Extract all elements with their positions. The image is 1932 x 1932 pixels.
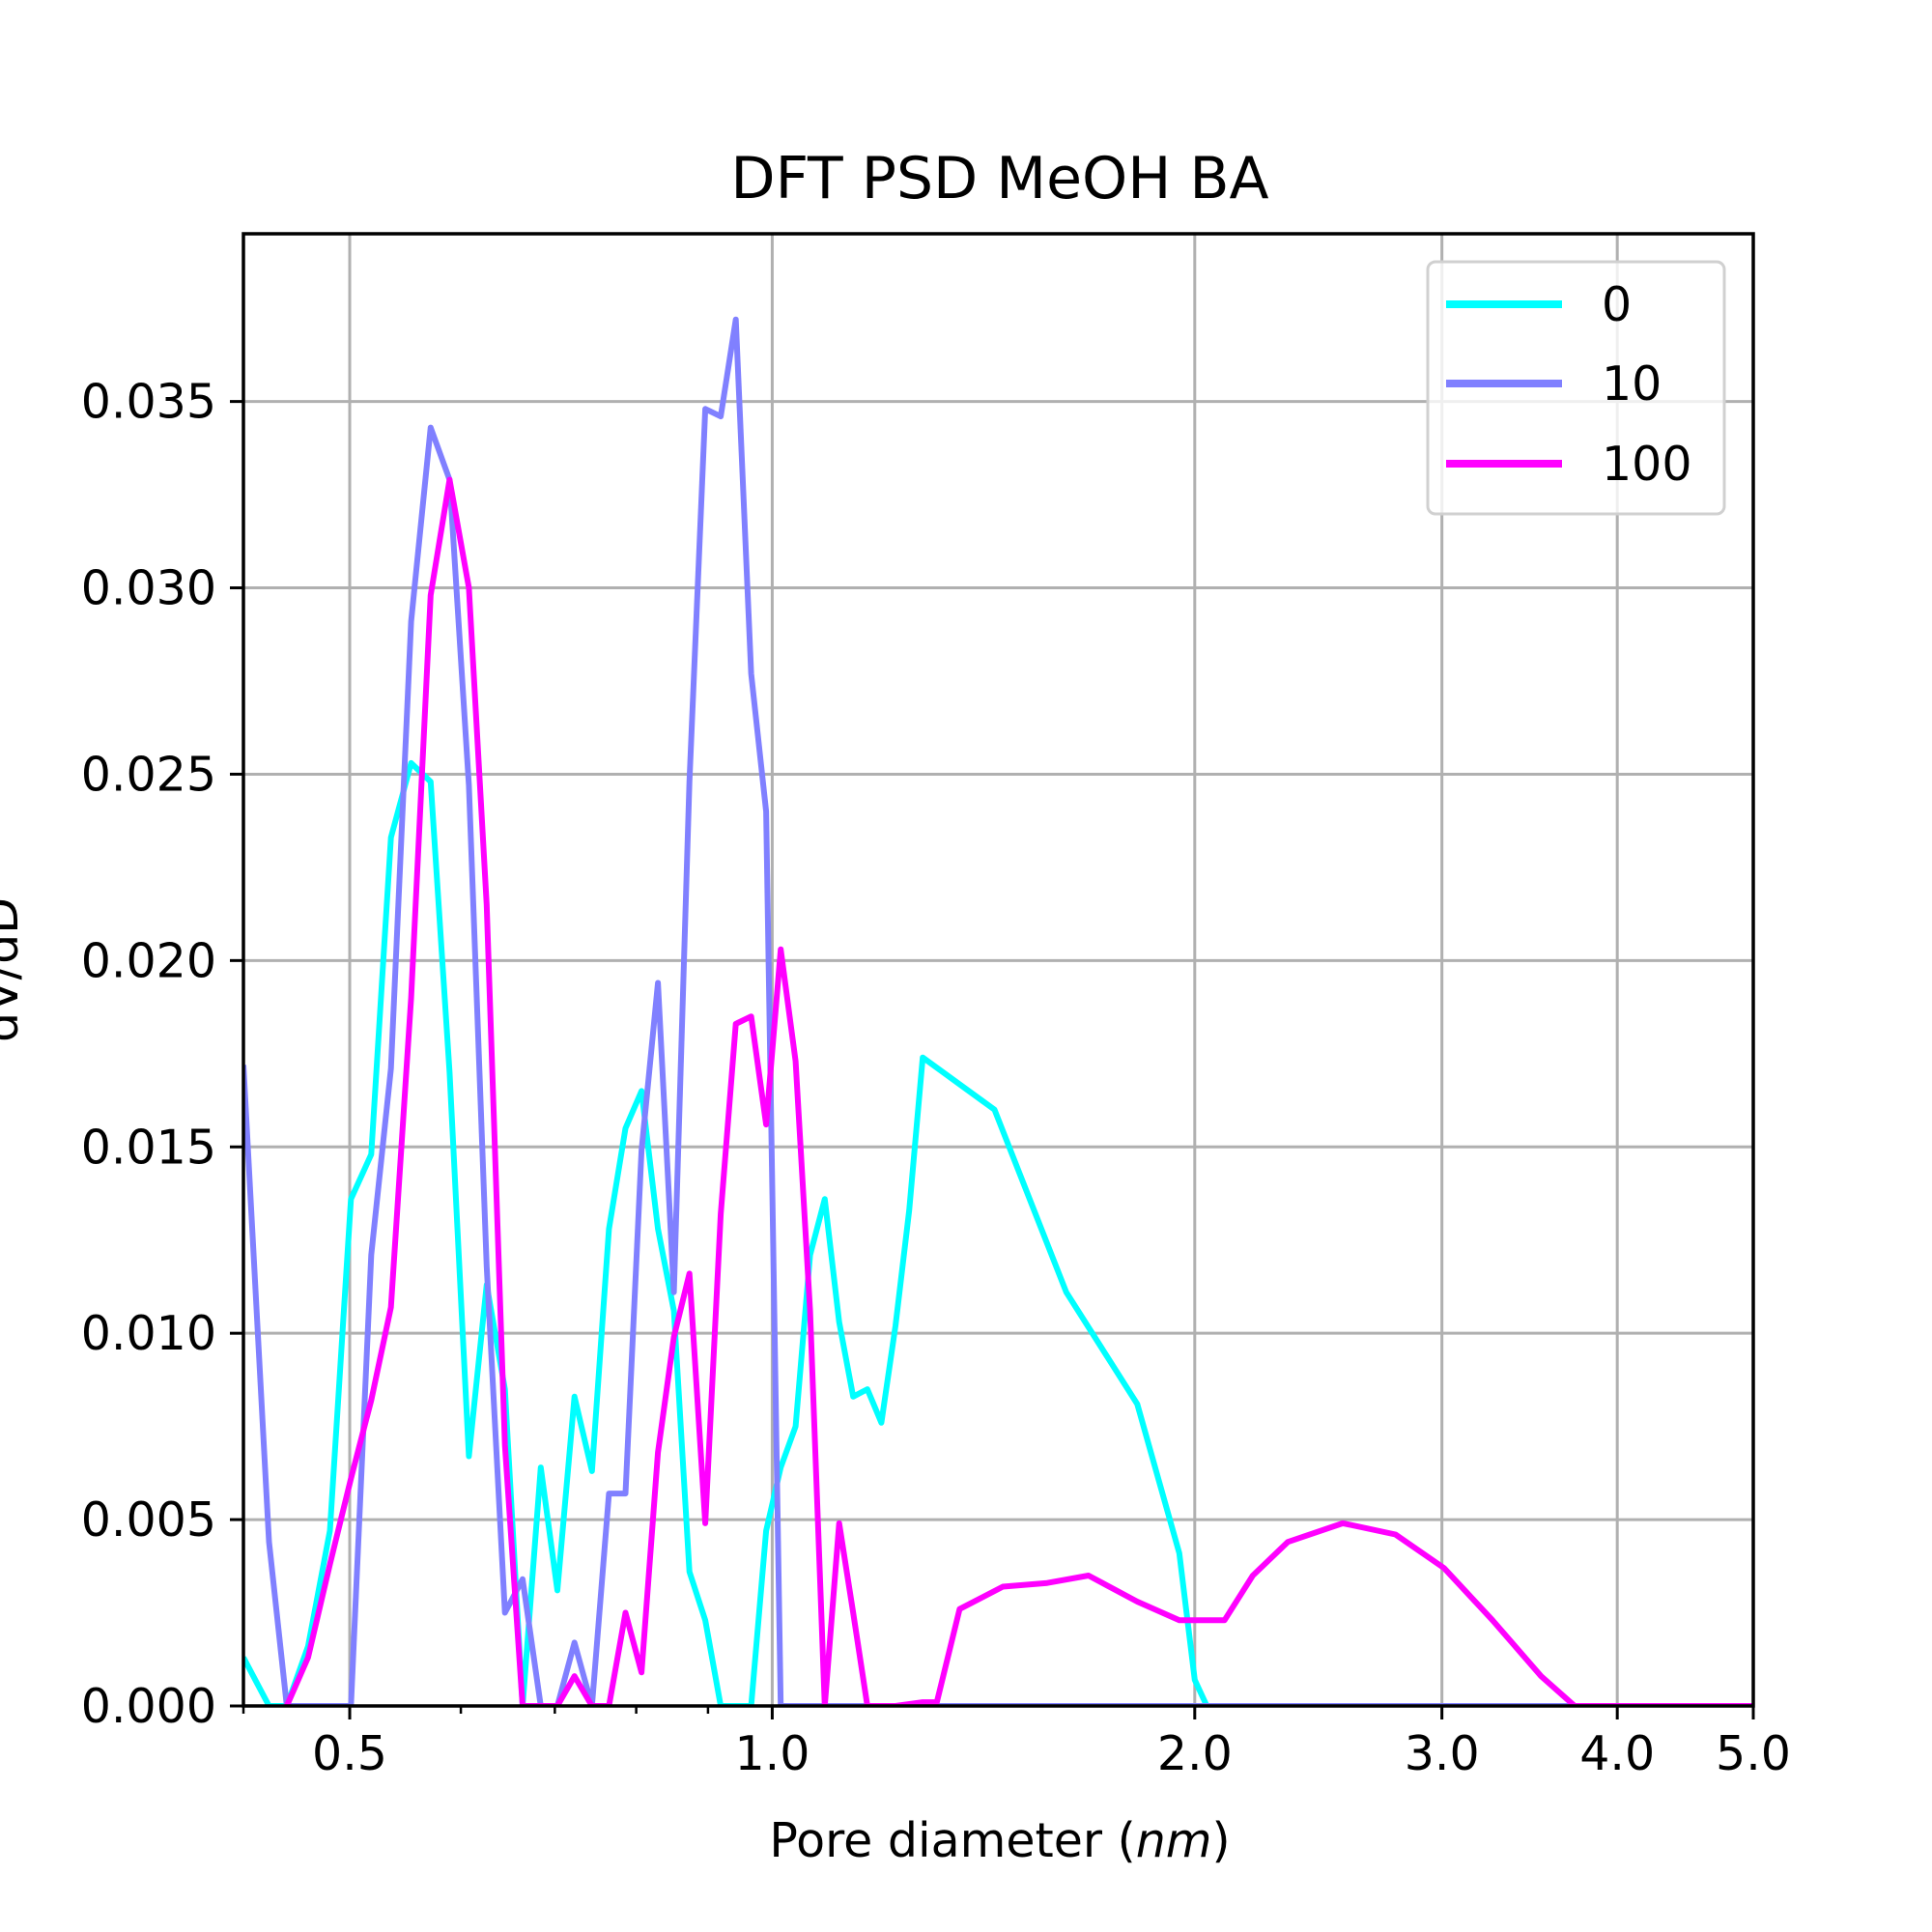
series-line-10 (243, 320, 1753, 1706)
series-line-0 (243, 763, 1753, 1706)
x-tick-label: 1.0 (734, 1726, 810, 1781)
y-tick-label: 0.010 (81, 1306, 216, 1361)
legend-label-0: 0 (1602, 277, 1632, 332)
y-axis-label: dV/dD (0, 897, 29, 1042)
legend-label-100: 100 (1602, 437, 1692, 492)
x-tick-label: 5.0 (1716, 1726, 1791, 1781)
x-tick-label: 0.5 (312, 1726, 387, 1781)
y-tick-label: 0.000 (81, 1679, 216, 1734)
y-tick-label: 0.035 (81, 375, 216, 430)
series-line-100 (287, 480, 1753, 1706)
x-tick-label: 2.0 (1157, 1726, 1233, 1781)
x-axis-label-suffix: ) (1212, 1813, 1231, 1868)
y-tick-label: 0.005 (81, 1492, 216, 1548)
y-tick-label: 0.015 (81, 1120, 216, 1175)
series-layer (243, 320, 1753, 1706)
x-axis-label: Pore diameter (nm) (769, 1813, 1230, 1868)
x-tick-label: 3.0 (1405, 1726, 1480, 1781)
x-axis-label-prefix: Pore diameter ( (769, 1813, 1135, 1868)
ticks: 0.5 1.0 2.0 3.0 4.0 5.0 0.000 0.005 0.010 0.015 0.… (81, 375, 1791, 1781)
legend-label-10: 10 (1602, 356, 1662, 412)
y-tick-label: 0.030 (81, 561, 216, 616)
x-axis-label-unit: nm (1136, 1813, 1212, 1868)
chart-title: DFT PSD MeOH BA (730, 145, 1268, 213)
y-tick-label: 0.020 (81, 933, 216, 988)
y-tick-label: 0.025 (81, 747, 216, 802)
legend: 0 10 100 (1428, 262, 1724, 514)
x-tick-label: 4.0 (1579, 1726, 1655, 1781)
